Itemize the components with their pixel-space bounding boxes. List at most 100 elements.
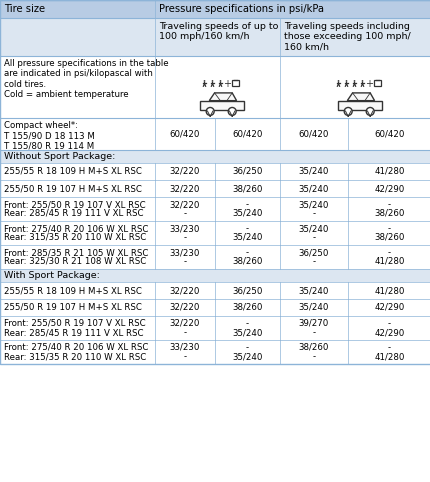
Text: 41/280: 41/280 xyxy=(373,352,404,361)
Text: 38/260: 38/260 xyxy=(232,257,262,266)
Text: 255/55 R 18 109 H M+S XL RSC: 255/55 R 18 109 H M+S XL RSC xyxy=(4,167,141,176)
Polygon shape xyxy=(209,93,236,101)
Text: -: - xyxy=(312,257,315,266)
Circle shape xyxy=(228,107,236,115)
Polygon shape xyxy=(347,93,374,101)
Text: 60/420: 60/420 xyxy=(373,130,404,138)
Text: 35/240: 35/240 xyxy=(298,303,329,312)
Text: -: - xyxy=(183,352,186,361)
Bar xyxy=(200,101,244,110)
Text: -: - xyxy=(246,200,249,209)
Circle shape xyxy=(366,107,373,115)
Text: With Sport Package:: With Sport Package: xyxy=(4,271,100,280)
Bar xyxy=(155,18,280,56)
Bar xyxy=(0,197,430,221)
Bar xyxy=(0,180,430,197)
Text: 35/240: 35/240 xyxy=(298,286,329,295)
Bar xyxy=(0,56,430,118)
Text: 38/260: 38/260 xyxy=(232,184,262,193)
Text: Compact wheel*:
T 155/90 D 18 113 M
T 155/80 R 19 114 M: Compact wheel*: T 155/90 D 18 113 M T 15… xyxy=(4,121,95,151)
Text: 36/250: 36/250 xyxy=(232,286,262,295)
Text: -: - xyxy=(387,343,390,352)
Text: 41/280: 41/280 xyxy=(373,286,404,295)
Circle shape xyxy=(203,80,205,82)
Text: Front: 255/50 R 19 107 V XL RSC: Front: 255/50 R 19 107 V XL RSC xyxy=(4,200,145,209)
Bar xyxy=(0,0,430,18)
Text: 33/230: 33/230 xyxy=(169,343,200,352)
Text: 255/50 R 19 107 H M+S XL RSC: 255/50 R 19 107 H M+S XL RSC xyxy=(4,184,141,193)
Text: 35/240: 35/240 xyxy=(298,224,329,233)
Text: -: - xyxy=(387,200,390,209)
Text: 60/420: 60/420 xyxy=(169,130,200,138)
Text: +: + xyxy=(223,79,231,89)
Circle shape xyxy=(353,80,355,82)
Text: 38/260: 38/260 xyxy=(373,209,404,218)
Text: 41/280: 41/280 xyxy=(373,257,404,266)
Text: 41/280: 41/280 xyxy=(373,167,404,176)
Bar xyxy=(231,80,239,86)
Circle shape xyxy=(206,107,214,115)
Text: 42/290: 42/290 xyxy=(374,184,404,193)
Text: 42/290: 42/290 xyxy=(374,303,404,312)
Text: 32/220: 32/220 xyxy=(169,319,200,328)
Circle shape xyxy=(361,80,362,82)
Bar xyxy=(0,340,430,364)
Circle shape xyxy=(337,80,338,82)
Text: -: - xyxy=(246,343,249,352)
Text: -: - xyxy=(312,328,315,337)
Bar xyxy=(0,269,430,282)
Text: 35/240: 35/240 xyxy=(298,167,329,176)
Text: 35/240: 35/240 xyxy=(232,328,262,337)
Text: 33/230: 33/230 xyxy=(169,248,200,257)
Text: Front: 275/40 R 20 106 W XL RSC: Front: 275/40 R 20 106 W XL RSC xyxy=(4,343,148,352)
Text: 32/220: 32/220 xyxy=(169,200,200,209)
Text: Front: 255/50 R 19 107 V XL RSC: Front: 255/50 R 19 107 V XL RSC xyxy=(4,319,145,328)
Text: -: - xyxy=(387,224,390,233)
Text: 255/55 R 18 109 H M+S XL RSC: 255/55 R 18 109 H M+S XL RSC xyxy=(4,286,141,295)
Bar xyxy=(0,118,430,150)
Text: Rear: 315/35 R 20 110 W XL RSC: Rear: 315/35 R 20 110 W XL RSC xyxy=(4,233,146,242)
Text: Rear: 325/30 R 21 108 W XL RSC: Rear: 325/30 R 21 108 W XL RSC xyxy=(4,257,146,266)
Text: 35/240: 35/240 xyxy=(232,352,262,361)
Text: -: - xyxy=(183,257,186,266)
Text: -: - xyxy=(387,248,390,257)
Bar xyxy=(0,316,430,340)
Text: 32/220: 32/220 xyxy=(169,184,200,193)
Text: -: - xyxy=(246,319,249,328)
Text: Rear: 315/35 R 20 110 W XL RSC: Rear: 315/35 R 20 110 W XL RSC xyxy=(4,352,146,361)
Bar xyxy=(373,80,380,86)
Circle shape xyxy=(211,80,213,82)
Text: 42/290: 42/290 xyxy=(374,328,404,337)
Text: 38/260: 38/260 xyxy=(373,233,404,242)
Bar xyxy=(280,18,430,56)
Text: Rear: 285/45 R 19 111 V XL RSC: Rear: 285/45 R 19 111 V XL RSC xyxy=(4,328,143,337)
Text: 35/240: 35/240 xyxy=(298,184,329,193)
Text: 60/420: 60/420 xyxy=(298,130,329,138)
Text: 39/270: 39/270 xyxy=(298,319,329,328)
Bar xyxy=(0,282,430,299)
Circle shape xyxy=(345,80,347,82)
Text: 60/420: 60/420 xyxy=(232,130,262,138)
Text: 33/230: 33/230 xyxy=(169,224,200,233)
Text: +: + xyxy=(365,79,373,89)
Text: -: - xyxy=(183,233,186,242)
Text: 32/220: 32/220 xyxy=(169,167,200,176)
Text: 255/50 R 19 107 H M+S XL RSC: 255/50 R 19 107 H M+S XL RSC xyxy=(4,303,141,312)
Text: -: - xyxy=(246,248,249,257)
Text: Pressure specifications in psi/kPa: Pressure specifications in psi/kPa xyxy=(159,4,323,14)
Text: -: - xyxy=(387,319,390,328)
Text: 38/260: 38/260 xyxy=(232,303,262,312)
Text: All pressure specifications in the table
are indicated in psi/kilopascal with
co: All pressure specifications in the table… xyxy=(4,59,168,99)
Text: -: - xyxy=(183,209,186,218)
Circle shape xyxy=(219,80,221,82)
Text: Without Sport Package:: Without Sport Package: xyxy=(4,152,115,161)
Text: Tire size: Tire size xyxy=(4,4,45,14)
Text: Traveling speeds including
those exceeding 100 mph/
160 km/h: Traveling speeds including those exceedi… xyxy=(283,22,410,52)
Text: 35/240: 35/240 xyxy=(232,233,262,242)
Text: Front: 285/35 R 21 105 W XL RSC: Front: 285/35 R 21 105 W XL RSC xyxy=(4,248,148,257)
Circle shape xyxy=(344,107,351,115)
Text: -: - xyxy=(312,352,315,361)
Text: 32/220: 32/220 xyxy=(169,303,200,312)
Bar xyxy=(338,101,381,110)
Text: Rear: 285/45 R 19 111 V XL RSC: Rear: 285/45 R 19 111 V XL RSC xyxy=(4,209,143,218)
